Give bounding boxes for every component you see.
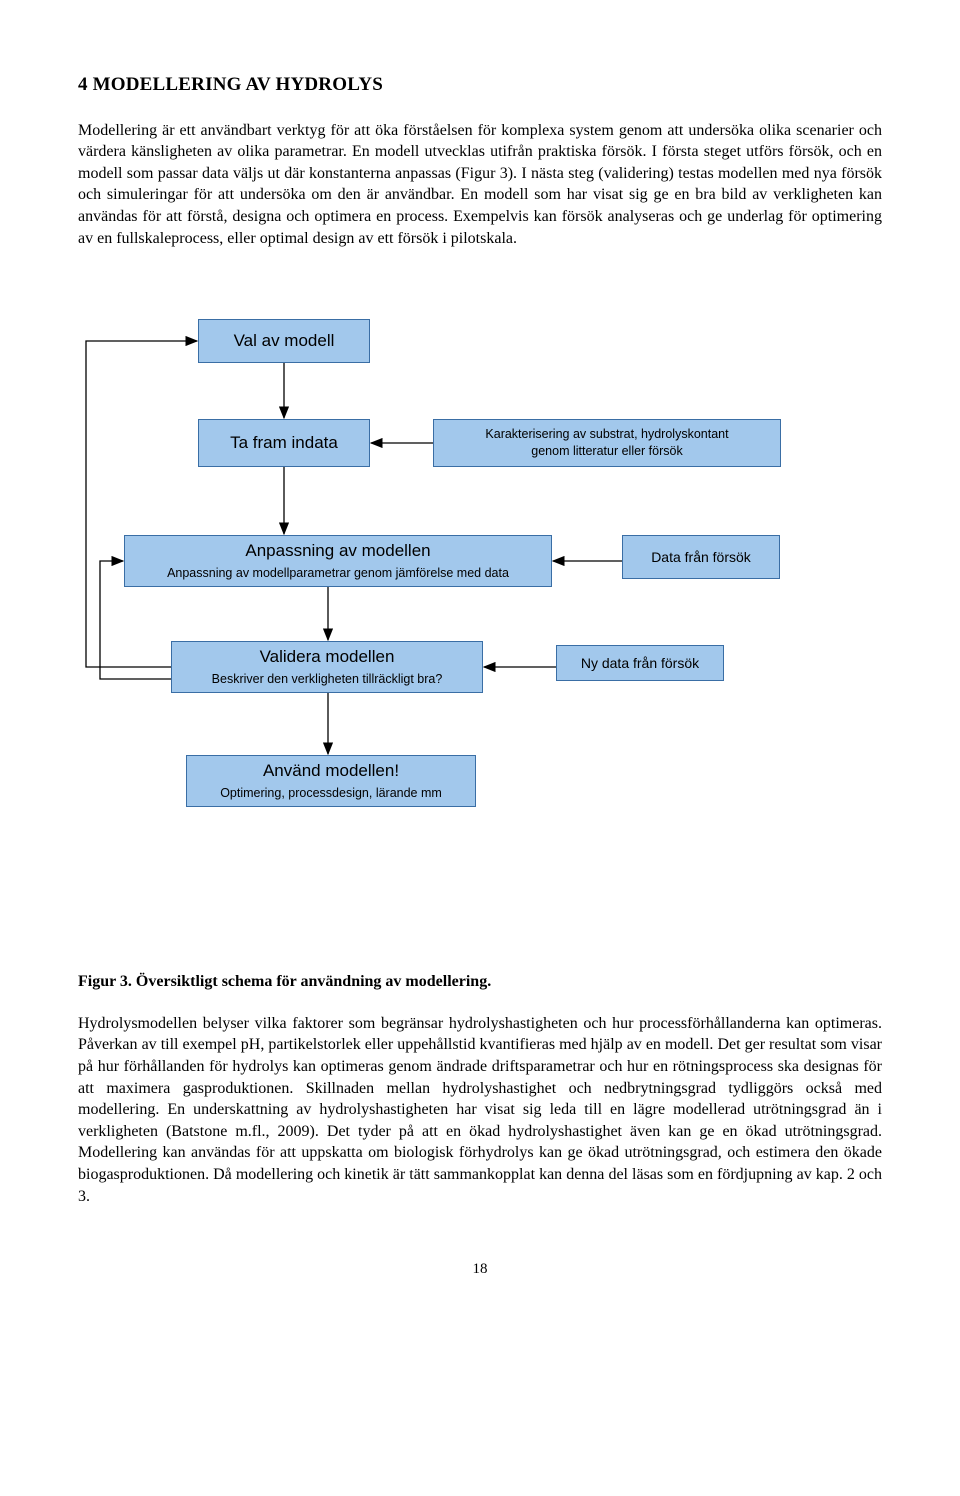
fc-node-ny-data: Ny data från försök	[556, 645, 724, 681]
flowchart: Val av modell Ta fram indata Karakterise…	[78, 309, 838, 929]
paragraph-body: Hydrolysmodellen belyser vilka faktorer …	[78, 1013, 882, 1207]
fc-node-title: Karakterisering av substrat, hydrolyskon…	[485, 426, 728, 460]
fc-node-karakterisering: Karakterisering av substrat, hydrolyskon…	[433, 419, 781, 467]
fc-node-subtitle: Beskriver den verkligheten tillräckligt …	[212, 671, 443, 688]
fc-node-ta-fram-indata: Ta fram indata	[198, 419, 370, 467]
flowchart-arrows	[78, 309, 838, 929]
paragraph-intro: Modellering är ett användbart verktyg fö…	[78, 120, 882, 250]
fc-node-subtitle: Anpassning av modellparametrar genom jäm…	[167, 565, 509, 582]
fc-node-title: Använd modellen!	[263, 760, 399, 783]
fc-node-data-forsok: Data från försök	[622, 535, 780, 579]
fc-node-title: Data från försök	[651, 548, 751, 567]
fc-node-title: Ta fram indata	[230, 432, 338, 455]
section-heading: 4 MODELLERING AV HYDROLYS	[78, 72, 882, 98]
fc-node-title: Validera modellen	[260, 646, 395, 669]
fc-node-anvand: Använd modellen! Optimering, processdesi…	[186, 755, 476, 807]
fc-node-subtitle: Optimering, processdesign, lärande mm	[220, 785, 442, 802]
fc-node-title: Ny data från försök	[581, 654, 699, 673]
page-number: 18	[78, 1259, 882, 1279]
fc-node-validera: Validera modellen Beskriver den verkligh…	[171, 641, 483, 693]
fc-node-title: Anpassning av modellen	[245, 540, 430, 563]
fc-node-title: Val av modell	[234, 330, 335, 353]
fc-node-anpassning: Anpassning av modellen Anpassning av mod…	[124, 535, 552, 587]
fc-node-val-av-modell: Val av modell	[198, 319, 370, 363]
figure-caption: Figur 3. Översiktligt schema för användn…	[78, 971, 882, 993]
